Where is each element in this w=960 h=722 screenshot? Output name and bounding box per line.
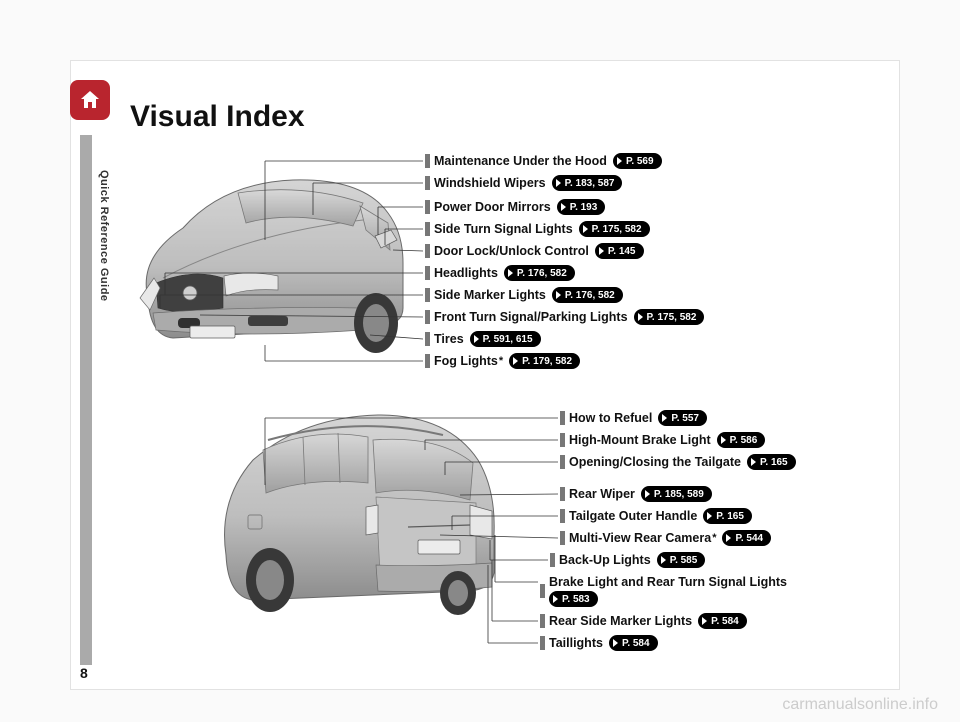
home-icon (78, 88, 102, 112)
callout-marker (425, 200, 430, 214)
callout-marker (560, 411, 565, 425)
callout-label: How to Refuel (569, 411, 652, 425)
callout-side-marker-lights[interactable]: Side Marker Lights P. 176, 582 (425, 287, 623, 303)
callout-front-turn-signal-parking-lights[interactable]: Front Turn Signal/Parking Lights P. 175, … (425, 309, 704, 325)
callout-brake-light-and-rear-turn-signal-lights[interactable]: Brake Light and Rear Turn Signal Lights P… (540, 574, 787, 608)
callout-tires[interactable]: Tires P. 591, 615 (425, 331, 541, 347)
callout-back-up-lights[interactable]: Back-Up Lights P. 585 (550, 552, 705, 568)
callout-label: High-Mount Brake Light (569, 433, 711, 447)
callouts-layer: Maintenance Under the Hood P. 569 Windshie… (120, 140, 890, 670)
page-ref-pill[interactable]: P. 179, 582 (509, 353, 580, 369)
page-ref-pill[interactable]: P. 584 (609, 635, 658, 651)
callout-label: Multi-View Rear Camera (569, 531, 711, 545)
callout-marker (425, 176, 430, 190)
callout-label: Rear Side Marker Lights (549, 614, 692, 628)
callout-label: Door Lock/Unlock Control (434, 244, 589, 258)
home-button[interactable] (70, 80, 110, 120)
sidebar-label: Quick Reference Guide (98, 170, 110, 302)
page-ref-pill[interactable]: P. 183, 587 (552, 175, 623, 191)
page-ref-pill[interactable]: P. 583 (549, 591, 598, 607)
page-ref-pill[interactable]: P. 176, 582 (552, 287, 623, 303)
callout-side-turn-signal-lights[interactable]: Side Turn Signal Lights P. 175, 582 (425, 221, 650, 237)
callout-maintenance-under-the-hood[interactable]: Maintenance Under the Hood P. 569 (425, 153, 662, 169)
callout-marker (425, 244, 430, 258)
callout-marker (425, 332, 430, 346)
callout-marker (425, 154, 430, 168)
content-area: Maintenance Under the Hood P. 569 Windshie… (120, 140, 890, 670)
callout-label: Power Door Mirrors (434, 200, 551, 214)
callout-multi-view-rear-camera[interactable]: Multi-View Rear Camera* P. 544 (560, 530, 771, 546)
page-ref-pill[interactable]: P. 557 (658, 410, 707, 426)
page-ref-pill[interactable]: P. 586 (717, 432, 766, 448)
callout-marker (425, 288, 430, 302)
callout-marker (560, 487, 565, 501)
callout-marker (550, 553, 555, 567)
callout-marker (540, 614, 545, 628)
page-ref-pill[interactable]: P. 585 (657, 552, 706, 568)
callout-high-mount-brake-light[interactable]: High-Mount Brake Light P. 586 (560, 432, 765, 448)
callout-taillights[interactable]: Taillights P. 584 (540, 635, 658, 651)
callout-label: Fog Lights (434, 354, 498, 368)
callout-door-lock-unlock-control[interactable]: Door Lock/Unlock Control P. 145 (425, 243, 644, 259)
page-number: 8 (80, 665, 88, 681)
callout-marker (560, 531, 565, 545)
page-ref-pill[interactable]: P. 185, 589 (641, 486, 712, 502)
callout-how-to-refuel[interactable]: How to Refuel P. 557 (560, 410, 707, 426)
page-title: Visual Index (130, 100, 305, 134)
page-ref-pill[interactable]: P. 584 (698, 613, 747, 629)
callout-label: Headlights (434, 266, 498, 280)
callout-marker (560, 433, 565, 447)
callout-marker (560, 455, 565, 469)
callout-label: Brake Light and Rear Turn Signal Lights (549, 575, 787, 589)
page-ref-pill[interactable]: P. 145 (595, 243, 644, 259)
watermark: carmanualsonline.info (782, 696, 938, 714)
callout-label: Windshield Wipers (434, 176, 546, 190)
callout-marker (425, 310, 430, 324)
page-ref-pill[interactable]: P. 569 (613, 153, 662, 169)
callout-fog-lights[interactable]: Fog Lights* P. 179, 582 (425, 353, 580, 369)
callout-marker (425, 266, 430, 280)
callout-marker (540, 636, 545, 650)
sidebar-tab (80, 135, 92, 665)
callout-label: Rear Wiper (569, 487, 635, 501)
page-ref-pill[interactable]: P. 175, 582 (579, 221, 650, 237)
page-ref-pill[interactable]: P. 193 (557, 199, 606, 215)
callout-marker (425, 222, 430, 236)
asterisk: * (499, 355, 503, 367)
callout-opening-closing-the-tailgate[interactable]: Opening/Closing the Tailgate P. 165 (560, 454, 796, 470)
callout-label: Side Turn Signal Lights (434, 222, 573, 236)
page-ref-pill[interactable]: P. 544 (722, 530, 771, 546)
callout-label: Opening/Closing the Tailgate (569, 455, 741, 469)
callout-label: Front Turn Signal/Parking Lights (434, 310, 628, 324)
callout-tailgate-outer-handle[interactable]: Tailgate Outer Handle P. 165 (560, 508, 752, 524)
callout-rear-wiper[interactable]: Rear Wiper P. 185, 589 (560, 486, 712, 502)
callout-rear-side-marker-lights[interactable]: Rear Side Marker Lights P. 584 (540, 613, 747, 629)
page-ref-pill[interactable]: P. 165 (747, 454, 796, 470)
callout-windshield-wipers[interactable]: Windshield Wipers P. 183, 587 (425, 175, 622, 191)
callout-label: Side Marker Lights (434, 288, 546, 302)
callout-marker (425, 354, 430, 368)
callout-headlights[interactable]: Headlights P. 176, 582 (425, 265, 575, 281)
page-ref-pill[interactable]: P. 176, 582 (504, 265, 575, 281)
callout-marker (560, 509, 565, 523)
callout-marker (540, 584, 545, 598)
page-ref-pill[interactable]: P. 175, 582 (634, 309, 705, 325)
callout-power-door-mirrors[interactable]: Power Door Mirrors P. 193 (425, 199, 605, 215)
callout-label: Tailgate Outer Handle (569, 509, 697, 523)
callout-label: Maintenance Under the Hood (434, 154, 607, 168)
callout-label: Taillights (549, 636, 603, 650)
callout-label: Back-Up Lights (559, 553, 651, 567)
asterisk: * (712, 532, 716, 544)
page-ref-pill[interactable]: P. 591, 615 (470, 331, 541, 347)
page-ref-pill[interactable]: P. 165 (703, 508, 752, 524)
callout-label: Tires (434, 332, 464, 346)
